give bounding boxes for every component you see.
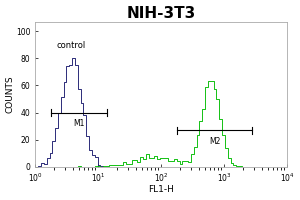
Text: control: control: [57, 41, 86, 50]
Title: NIH-3T3: NIH-3T3: [127, 6, 196, 21]
Text: M2: M2: [209, 137, 220, 146]
Text: M1: M1: [74, 119, 85, 128]
Y-axis label: COUNTS: COUNTS: [6, 75, 15, 113]
X-axis label: FL1-H: FL1-H: [148, 185, 174, 194]
